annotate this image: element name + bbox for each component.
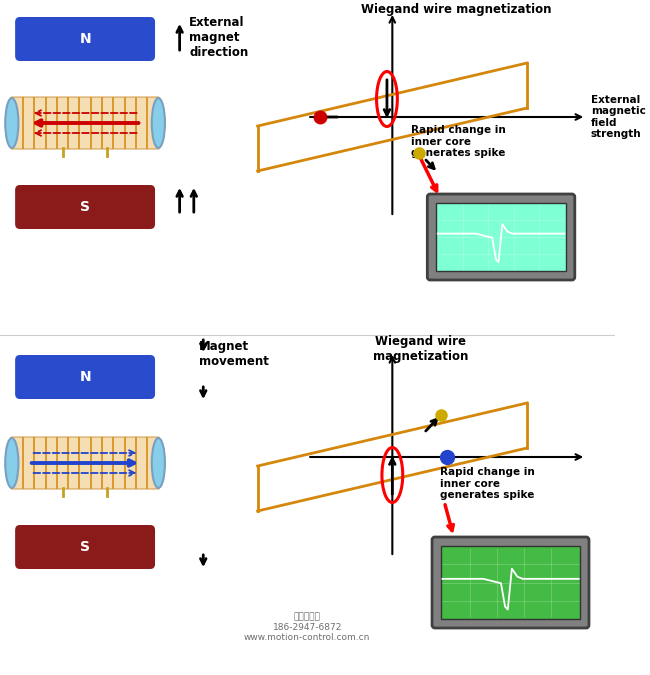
Text: S: S: [80, 200, 90, 214]
Text: Wiegand wire magnetization: Wiegand wire magnetization: [361, 3, 552, 16]
Text: Wiegand wire
magnetization: Wiegand wire magnetization: [373, 335, 469, 363]
Ellipse shape: [5, 98, 18, 148]
Text: Rapid change in
inner core
generates spike: Rapid change in inner core generates spi…: [439, 467, 534, 500]
FancyBboxPatch shape: [11, 97, 159, 149]
Text: Magnet
movement: Magnet movement: [198, 340, 268, 368]
FancyBboxPatch shape: [11, 437, 159, 489]
Text: External
magnetic
field
strength: External magnetic field strength: [591, 95, 645, 140]
Text: External
magnet
direction: External magnet direction: [189, 16, 248, 59]
Text: S: S: [80, 540, 90, 554]
FancyBboxPatch shape: [15, 17, 155, 61]
FancyBboxPatch shape: [15, 185, 155, 229]
Ellipse shape: [5, 438, 18, 488]
FancyBboxPatch shape: [15, 525, 155, 569]
Text: Rapid change in
inner core
generates spike: Rapid change in inner core generates spi…: [411, 125, 506, 158]
FancyBboxPatch shape: [441, 546, 580, 619]
Ellipse shape: [151, 98, 165, 148]
FancyBboxPatch shape: [427, 194, 575, 280]
FancyBboxPatch shape: [15, 355, 155, 399]
FancyBboxPatch shape: [432, 537, 589, 628]
FancyBboxPatch shape: [436, 203, 566, 271]
Text: N: N: [79, 32, 91, 46]
Ellipse shape: [151, 438, 165, 488]
Text: N: N: [79, 370, 91, 384]
Text: 西安德伍拓
186-2947-6872
www.motion-control.com.cn: 西安德伍拓 186-2947-6872 www.motion-control.c…: [244, 612, 370, 642]
